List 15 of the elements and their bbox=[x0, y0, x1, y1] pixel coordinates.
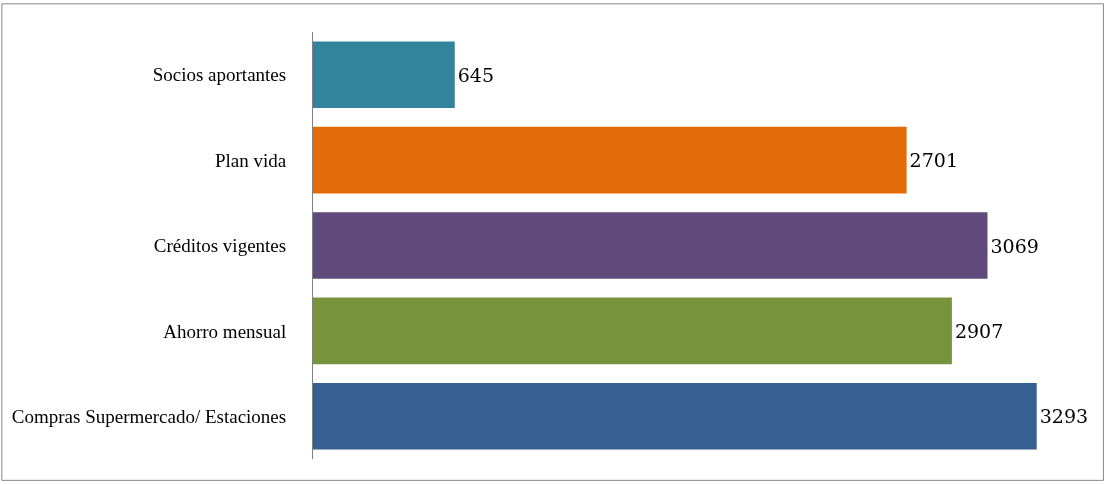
data-label: 645 bbox=[457, 63, 495, 86]
data-label: 2907 bbox=[954, 319, 1004, 342]
y-tick-label: Plan vida bbox=[214, 149, 287, 171]
data-label: 3293 bbox=[1039, 405, 1089, 428]
bar bbox=[313, 382, 1037, 450]
bar bbox=[313, 126, 907, 194]
bar bbox=[313, 212, 988, 279]
y-tick-label: Socios aportantes bbox=[152, 64, 287, 86]
y-tick-label: Compras Supermercado/ Estaciones bbox=[11, 405, 287, 427]
data-label: 2701 bbox=[909, 149, 958, 172]
y-tick-label: Ahorro mensual bbox=[163, 320, 287, 342]
data-label: 3069 bbox=[990, 234, 1039, 257]
y-tick-label: Créditos vigentes bbox=[153, 235, 287, 257]
bar bbox=[313, 41, 455, 109]
bar bbox=[313, 297, 952, 365]
